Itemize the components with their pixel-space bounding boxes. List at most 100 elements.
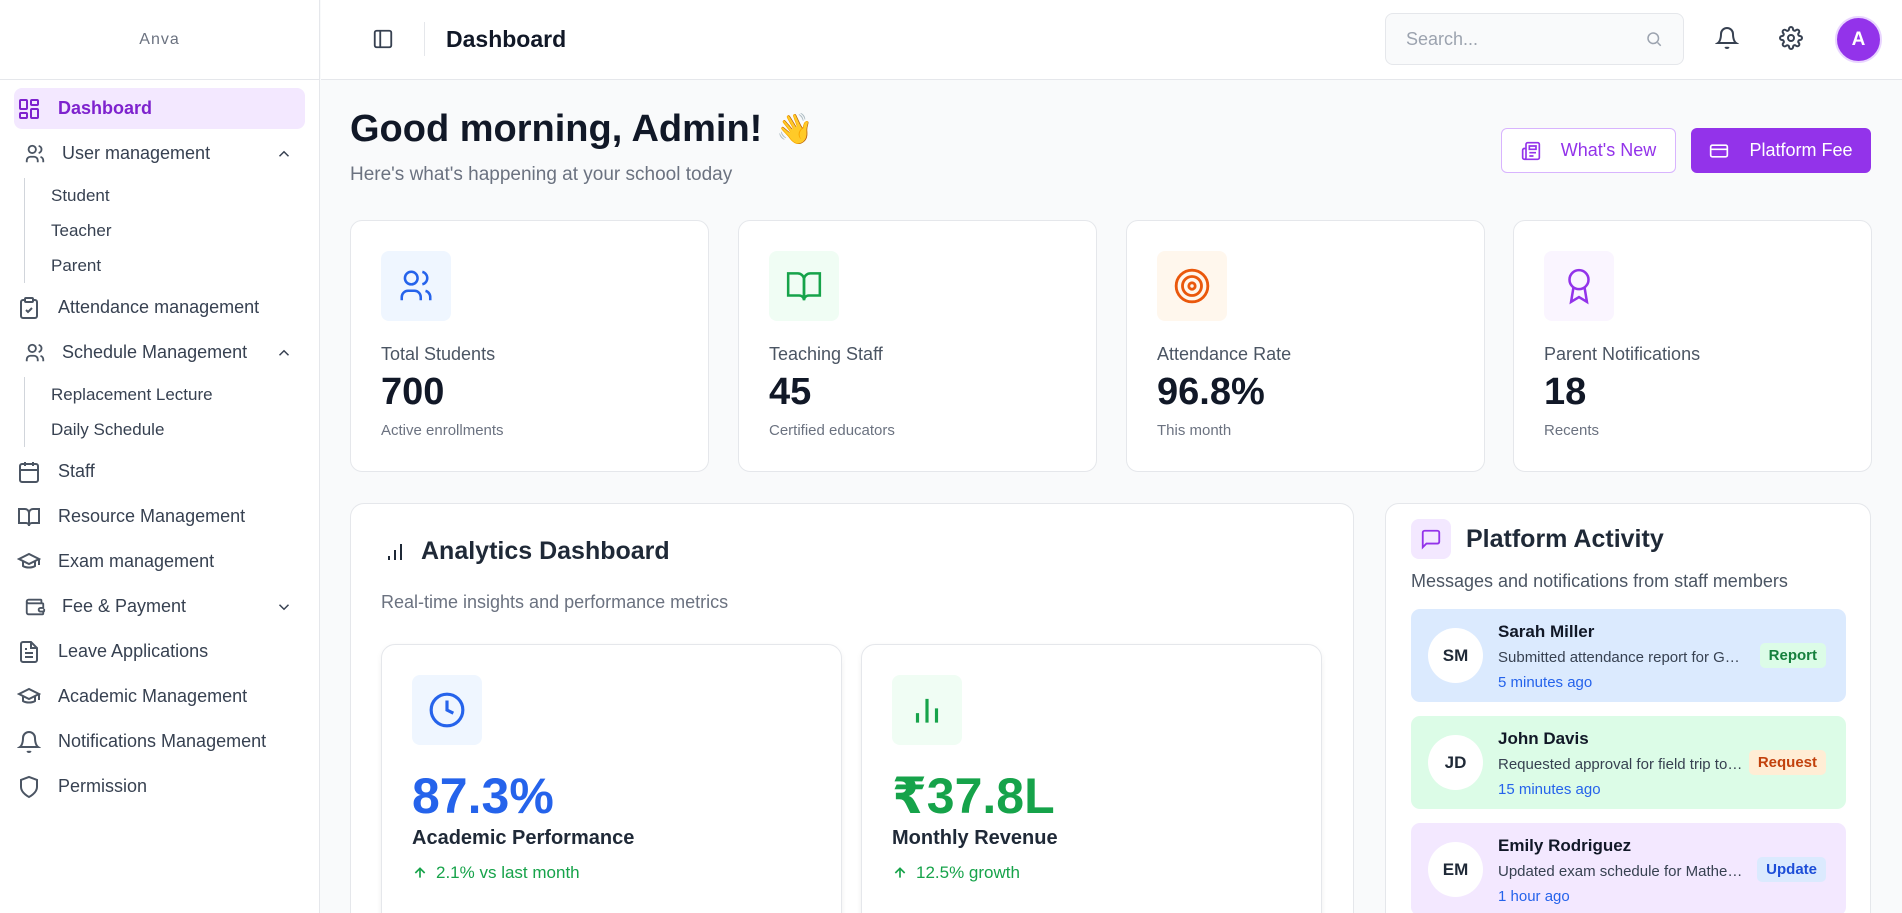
activity-item[interactable]: EM Emily Rodriguez Updated exam schedule…	[1411, 823, 1846, 913]
grid-icon	[16, 96, 42, 122]
metric-label: Academic Performance	[412, 827, 635, 849]
metric-card-monthly-revenue: ₹37.8L Monthly Revenue 12.5% growth	[861, 644, 1322, 913]
sidebar-item-label: Exam management	[58, 551, 215, 571]
stat-label: Total Students	[381, 344, 496, 364]
search-icon[interactable]	[1645, 30, 1663, 48]
bell-icon	[16, 729, 42, 755]
chevron-up-icon[interactable]	[275, 344, 293, 362]
clock-icon	[412, 675, 482, 745]
analytics-dashboard-panel: Analytics Dashboard Real-time insights a…	[350, 503, 1354, 913]
sidebar-item-label: Dashboard	[58, 98, 153, 118]
stat-label: Attendance Rate	[1157, 344, 1292, 364]
activity-sender: John Davis	[1498, 729, 1589, 748]
search-box[interactable]	[1385, 13, 1684, 65]
stat-card-teaching-staff: Teaching Staff 45 Certified educators	[738, 220, 1097, 472]
metric-card-academic-performance: 87.3% Academic Performance 2.1% vs last …	[381, 644, 842, 913]
header-divider	[424, 22, 425, 56]
sidebar-toggle-icon[interactable]	[372, 28, 394, 50]
activity-time: 15 minutes ago	[1498, 781, 1601, 798]
activity-tag: Request	[1748, 750, 1826, 775]
sidebar-item-academic-management[interactable]: Academic Management	[14, 676, 305, 717]
sidebar-item-fee-payment[interactable]: Fee & Payment	[14, 586, 305, 627]
metric-trend: 2.1% vs last month	[412, 863, 580, 883]
platform-fee-label: Platform Fee	[1749, 140, 1853, 160]
metric-trend-text: 12.5% growth	[916, 863, 1020, 882]
search-input[interactable]	[1406, 28, 1645, 50]
sidebar-item-resource-management[interactable]: Resource Management	[14, 496, 305, 537]
shield-icon	[16, 774, 42, 800]
sidebar-subitem-parent[interactable]: Parent	[51, 255, 102, 275]
wallet-icon	[24, 596, 46, 618]
sidebar-subitem-daily-schedule[interactable]: Daily Schedule	[51, 419, 165, 439]
bar-chart-icon	[892, 675, 962, 745]
activity-sender: Sarah Miller	[1498, 622, 1595, 641]
whats-new-button[interactable]: What's New	[1501, 128, 1676, 173]
newspaper-icon	[1521, 141, 1541, 161]
users-icon	[24, 143, 46, 165]
avatar: EM	[1428, 842, 1483, 897]
metric-value: ₹37.8L	[892, 768, 1055, 824]
award-icon	[1544, 251, 1614, 321]
sidebar-item-label: Academic Management	[58, 686, 248, 706]
document-icon	[16, 639, 42, 665]
page-title: Dashboard	[446, 26, 567, 52]
schedule-management-submenu: Replacement Lecture Daily Schedule	[24, 377, 305, 447]
user-avatar[interactable]: A	[1835, 16, 1882, 63]
stat-label: Teaching Staff	[769, 344, 883, 364]
platform-fee-button[interactable]: Platform Fee	[1691, 128, 1871, 173]
stat-card-parent-notifications: Parent Notifications 18 Recents	[1513, 220, 1872, 472]
activity-message: Requested approval for field trip to mus…	[1498, 756, 1743, 773]
brand-logo[interactable]: Anva	[0, 0, 319, 80]
analytics-title: Analytics Dashboard	[383, 537, 670, 566]
activity-time: 5 minutes ago	[1498, 674, 1593, 691]
sidebar-subitem-teacher[interactable]: Teacher	[51, 220, 112, 240]
sidebar-item-label: Fee & Payment	[62, 596, 187, 616]
sidebar-item-user-management[interactable]: User management	[14, 133, 305, 174]
clipboard-check-icon	[16, 295, 42, 321]
stat-card-attendance-rate: Attendance Rate 96.8% This month	[1126, 220, 1485, 472]
stat-subtext: Active enrollments	[381, 422, 504, 439]
activity-header: Platform Activity	[1411, 519, 1664, 559]
sidebar-item-exam-management[interactable]: Exam management	[14, 541, 305, 582]
sidebar-subitem-replacement-lecture[interactable]: Replacement Lecture	[51, 384, 213, 404]
gear-icon[interactable]	[1779, 26, 1803, 50]
stat-card-total-students: Total Students 700 Active enrollments	[350, 220, 709, 472]
activity-message: Submitted attendance report for Grade 10	[1498, 649, 1743, 666]
stat-subtext: Recents	[1544, 422, 1600, 439]
sidebar-item-dashboard[interactable]: Dashboard	[14, 88, 305, 129]
bar-chart-icon	[383, 540, 407, 564]
sidebar-item-leave-applications[interactable]: Leave Applications	[14, 631, 305, 672]
whats-new-label: What's New	[1560, 140, 1657, 160]
graduation-cap-icon	[16, 684, 42, 710]
chevron-up-icon[interactable]	[275, 145, 293, 163]
sidebar-item-permission[interactable]: Permission	[14, 766, 305, 807]
sidebar-item-label: Leave Applications	[58, 641, 209, 661]
activity-message: Updated exam schedule for Mathematics	[1498, 863, 1743, 880]
chevron-down-icon[interactable]	[275, 598, 293, 616]
platform-activity-panel: Platform Activity Messages and notificat…	[1385, 503, 1871, 913]
activity-time: 1 hour ago	[1498, 888, 1570, 905]
avatar: JD	[1428, 735, 1483, 790]
sidebar-item-attendance[interactable]: Attendance management	[14, 287, 305, 328]
sidebar-item-staff[interactable]: Staff	[14, 451, 305, 492]
stat-value: 18	[1544, 371, 1587, 413]
users-icon	[381, 251, 451, 321]
top-header: Dashboard A	[321, 0, 1902, 80]
bell-icon[interactable]	[1715, 26, 1739, 50]
greeting-heading: Good morning, Admin! 👋	[350, 108, 814, 151]
sidebar-item-schedule-management[interactable]: Schedule Management	[14, 332, 305, 373]
stat-value: 96.8%	[1157, 371, 1265, 413]
metric-trend: 12.5% growth	[892, 863, 1020, 883]
sidebar-item-notifications-management[interactable]: Notifications Management	[14, 721, 305, 762]
sidebar: Anva Dashboard User management Student	[0, 0, 320, 913]
avatar: SM	[1428, 628, 1483, 683]
sidebar-subitem-student[interactable]: Student	[51, 185, 110, 205]
activity-item[interactable]: SM Sarah Miller Submitted attendance rep…	[1411, 609, 1846, 702]
activity-item[interactable]: JD John Davis Requested approval for fie…	[1411, 716, 1846, 809]
stat-label: Parent Notifications	[1544, 344, 1701, 364]
stat-subtext: This month	[1157, 422, 1232, 439]
sidebar-item-label: Staff	[58, 461, 95, 481]
message-icon	[1411, 519, 1451, 559]
activity-tag: Report	[1759, 643, 1826, 668]
